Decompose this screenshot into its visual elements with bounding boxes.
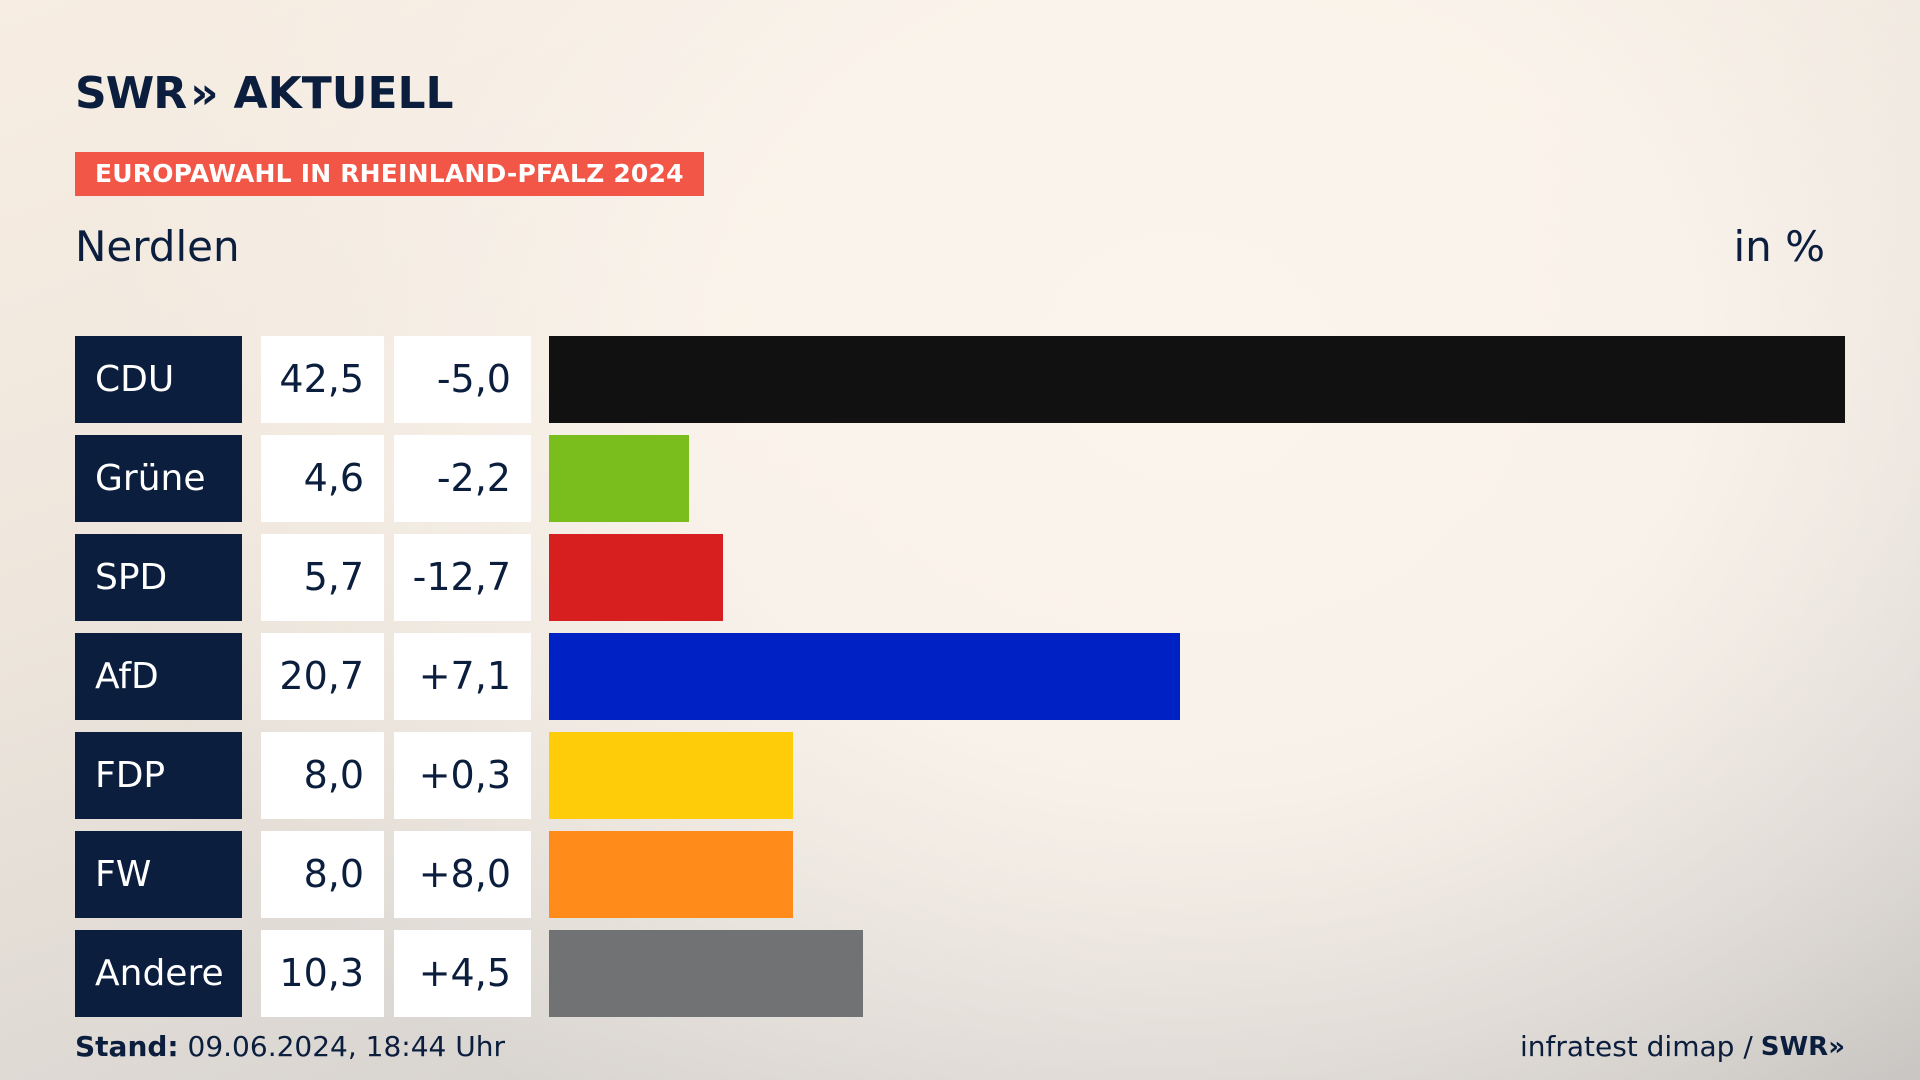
party-label: CDU	[75, 336, 242, 423]
vote-share-value: 42,5	[261, 336, 384, 423]
source-text: infratest dimap /	[1519, 1030, 1753, 1063]
vote-share-value: 20,7	[261, 633, 384, 720]
party-label: AfD	[75, 633, 242, 720]
unit-label: in %	[1733, 222, 1825, 271]
party-label: SPD	[75, 534, 242, 621]
party-label: FDP	[75, 732, 242, 819]
change-value: +7,1	[394, 633, 531, 720]
logo-aktuell: AKTUELL	[233, 67, 454, 119]
change-value: +0,3	[394, 732, 531, 819]
result-bar	[549, 435, 689, 522]
change-value: +4,5	[394, 930, 531, 1017]
stand-value: 09.06.2024, 18:44 Uhr	[187, 1030, 505, 1063]
stand-label: Stand:	[75, 1030, 179, 1063]
party-label: Grüne	[75, 435, 242, 522]
swr-aktuell-logo: SWR » AKTUELL	[75, 67, 454, 119]
result-bar	[549, 732, 793, 819]
vote-share-value: 10,3	[261, 930, 384, 1017]
result-bar	[549, 930, 863, 1017]
vote-share-value: 8,0	[261, 732, 384, 819]
timestamp: Stand: 09.06.2024, 18:44 Uhr	[75, 1030, 505, 1063]
change-value: -2,2	[394, 435, 531, 522]
result-bar	[549, 534, 723, 621]
change-value: +8,0	[394, 831, 531, 918]
vote-share-value: 5,7	[261, 534, 384, 621]
vote-share-value: 8,0	[261, 831, 384, 918]
logo-swr: SWR	[75, 67, 187, 119]
result-bar	[549, 831, 793, 918]
region-title: Nerdlen	[75, 222, 240, 271]
logo-chevron-icon: »	[190, 67, 218, 119]
vote-share-value: 4,6	[261, 435, 384, 522]
party-label: FW	[75, 831, 242, 918]
result-bar	[549, 633, 1180, 720]
source-brand: SWR»	[1760, 1031, 1845, 1062]
election-badge: EUROPAWAHL IN RHEINLAND-PFALZ 2024	[75, 152, 704, 196]
result-bar	[549, 336, 1845, 423]
change-value: -5,0	[394, 336, 531, 423]
party-label: Andere	[75, 930, 242, 1017]
change-value: -12,7	[394, 534, 531, 621]
source-credit: infratest dimap / SWR»	[1520, 1030, 1845, 1063]
